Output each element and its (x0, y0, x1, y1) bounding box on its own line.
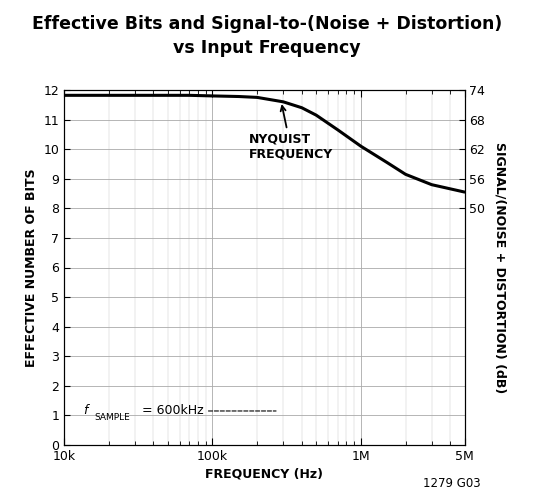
Y-axis label: SIGNAL/(NOISE + DISTORTION) (dB): SIGNAL/(NOISE + DISTORTION) (dB) (494, 142, 507, 393)
X-axis label: FREQUENCY (Hz): FREQUENCY (Hz) (206, 467, 323, 480)
Text: f: f (83, 404, 88, 417)
Text: = 600kHz: = 600kHz (138, 404, 204, 417)
Text: SAMPLE: SAMPLE (94, 413, 130, 422)
Y-axis label: EFFECTIVE NUMBER OF BITS: EFFECTIVE NUMBER OF BITS (25, 168, 38, 367)
Text: Effective Bits and Signal-to-(Noise + Distortion)
vs Input Frequency: Effective Bits and Signal-to-(Noise + Di… (32, 15, 502, 56)
Text: NYQUIST
FREQUENCY: NYQUIST FREQUENCY (248, 106, 333, 161)
Text: 1279 G03: 1279 G03 (423, 477, 481, 490)
